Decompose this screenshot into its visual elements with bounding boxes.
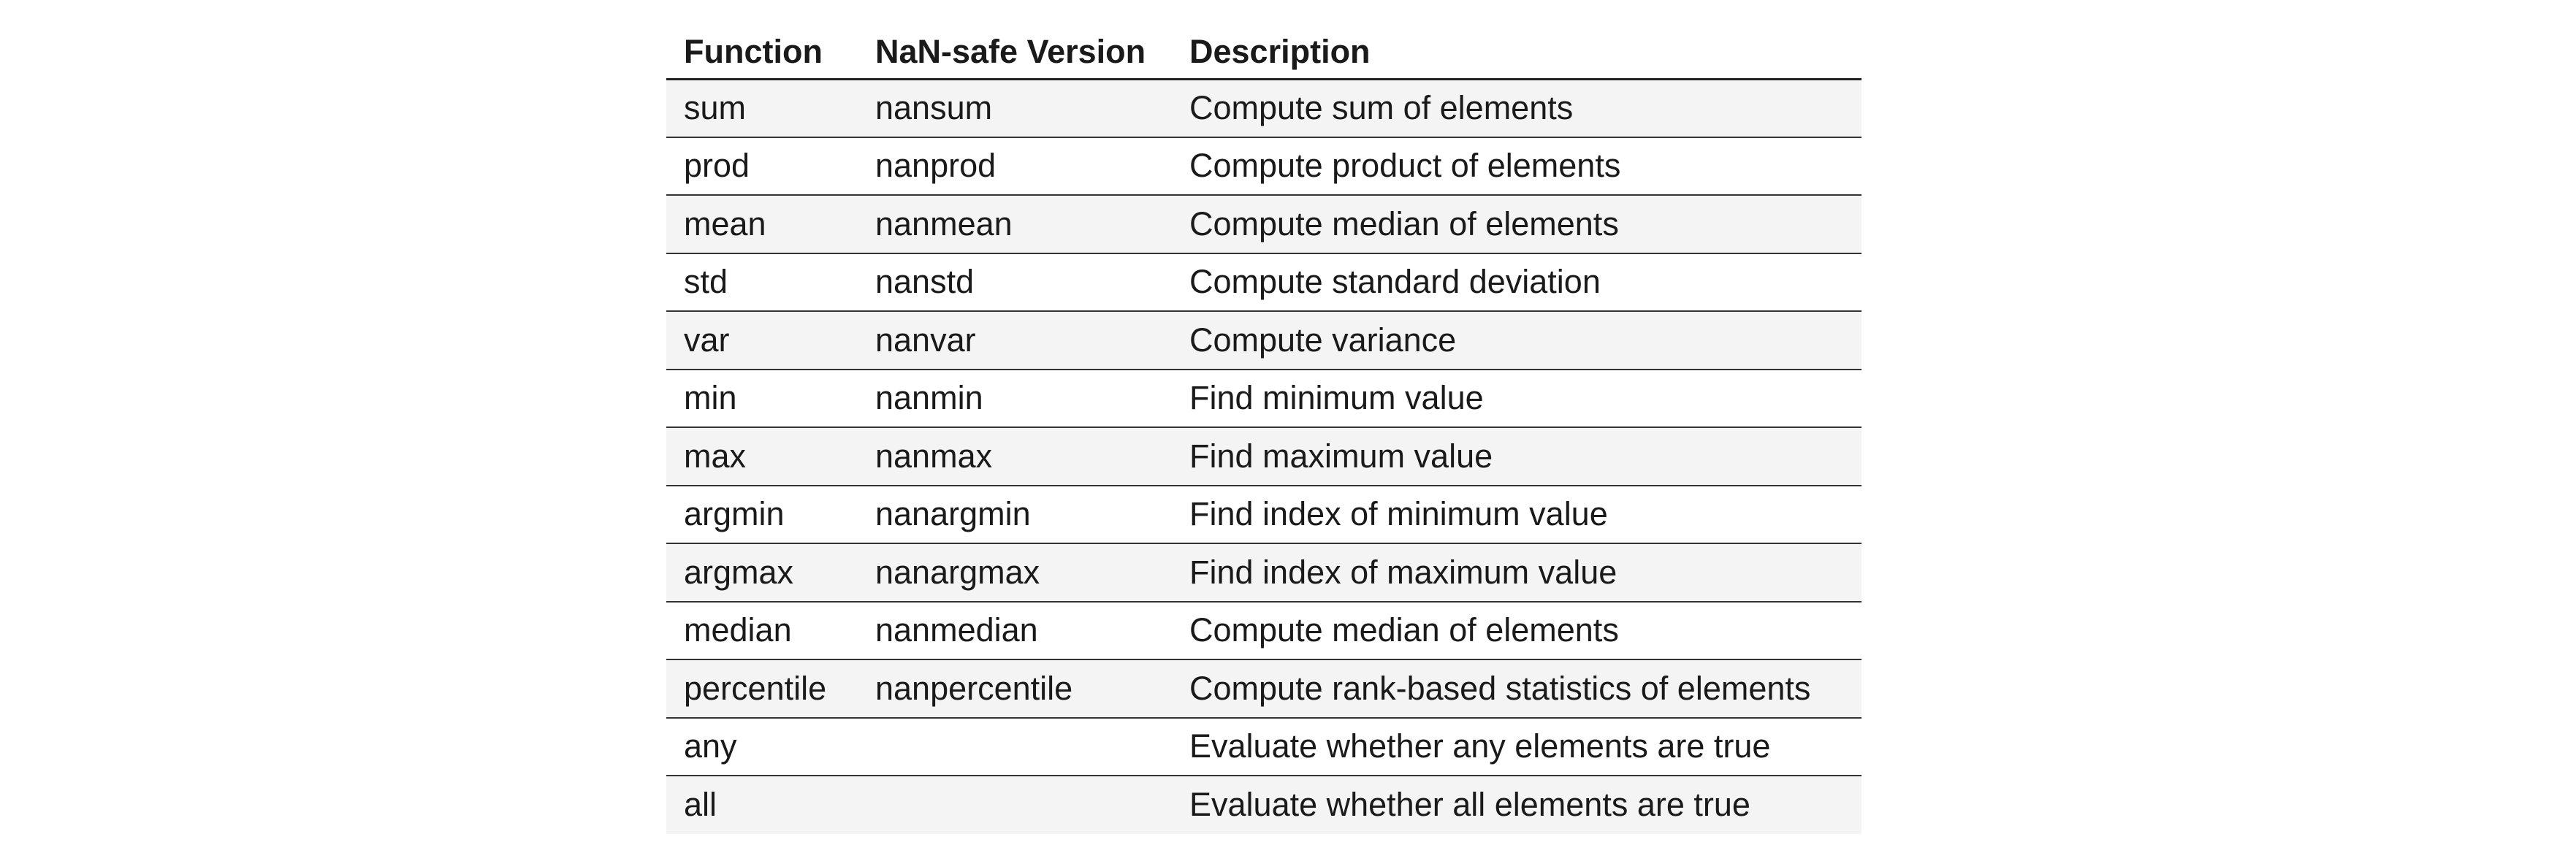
cell-nan-safe-version: nanargmax	[858, 543, 1172, 603]
aggregation-functions-table-container: Function NaN-safe Version Description su…	[666, 25, 1861, 834]
table-row: median nanmedian Compute median of eleme…	[666, 601, 1861, 660]
table-row: all Evaluate whether all elements are tr…	[666, 776, 1861, 834]
cell-description: Find minimum value	[1172, 369, 1861, 428]
table-row: max nanmax Find maximum value	[666, 427, 1861, 486]
cell-description: Compute product of elements	[1172, 137, 1861, 196]
cell-function: percentile	[666, 659, 858, 719]
cell-nan-safe-version: nanvar	[858, 311, 1172, 370]
cell-description: Find index of minimum value	[1172, 485, 1861, 544]
cell-nan-safe-version: nanmin	[858, 369, 1172, 428]
header-description: Description	[1172, 25, 1861, 80]
header-row: Function NaN-safe Version Description	[666, 25, 1861, 80]
cell-description: Find maximum value	[1172, 427, 1861, 486]
cell-description: Evaluate whether any elements are true	[1172, 717, 1861, 776]
cell-description: Find index of maximum value	[1172, 543, 1861, 603]
table-row: std nanstd Compute standard deviation	[666, 253, 1861, 312]
cell-function: all	[666, 776, 858, 834]
cell-function: argmin	[666, 485, 858, 544]
table-row: percentile nanpercentile Compute rank-ba…	[666, 659, 1861, 719]
table-row: min nanmin Find minimum value	[666, 369, 1861, 428]
table-row: prod nanprod Compute product of elements	[666, 137, 1861, 196]
table-row: argmax nanargmax Find index of maximum v…	[666, 543, 1861, 603]
table-body: sum nansum Compute sum of elements prod …	[666, 79, 1861, 834]
cell-function: std	[666, 253, 858, 312]
cell-description: Compute median of elements	[1172, 601, 1861, 660]
table-row: var nanvar Compute variance	[666, 311, 1861, 370]
table-row: mean nanmean Compute median of elements	[666, 195, 1861, 254]
table-row: any Evaluate whether any elements are tr…	[666, 717, 1861, 776]
cell-nan-safe-version: nanmean	[858, 195, 1172, 254]
cell-description: Evaluate whether all elements are true	[1172, 776, 1861, 834]
cell-nan-safe-version: nanargmin	[858, 485, 1172, 544]
cell-function: any	[666, 717, 858, 776]
aggregation-functions-table: Function NaN-safe Version Description su…	[666, 25, 1861, 834]
cell-function: mean	[666, 195, 858, 254]
cell-nan-safe-version: nanmax	[858, 427, 1172, 486]
cell-description: Compute sum of elements	[1172, 79, 1861, 138]
cell-nan-safe-version	[858, 776, 1172, 834]
cell-nan-safe-version: nanpercentile	[858, 659, 1172, 719]
cell-nan-safe-version: nansum	[858, 79, 1172, 138]
cell-function: max	[666, 427, 858, 486]
cell-description: Compute variance	[1172, 311, 1861, 370]
cell-function: argmax	[666, 543, 858, 603]
cell-nan-safe-version: nanprod	[858, 137, 1172, 196]
header-function: Function	[666, 25, 858, 80]
cell-function: prod	[666, 137, 858, 196]
cell-function: min	[666, 369, 858, 428]
cell-function: sum	[666, 79, 858, 138]
cell-function: median	[666, 601, 858, 660]
cell-description: Compute median of elements	[1172, 195, 1861, 254]
table-row: argmin nanargmin Find index of minimum v…	[666, 485, 1861, 544]
table-row: sum nansum Compute sum of elements	[666, 79, 1861, 138]
cell-nan-safe-version: nanmedian	[858, 601, 1172, 660]
table-header: Function NaN-safe Version Description	[666, 25, 1861, 80]
cell-nan-safe-version: nanstd	[858, 253, 1172, 312]
cell-description: Compute rank-based statistics of element…	[1172, 659, 1861, 719]
header-nan-safe-version: NaN-safe Version	[858, 25, 1172, 80]
cell-description: Compute standard deviation	[1172, 253, 1861, 312]
cell-function: var	[666, 311, 858, 370]
cell-nan-safe-version	[858, 717, 1172, 776]
